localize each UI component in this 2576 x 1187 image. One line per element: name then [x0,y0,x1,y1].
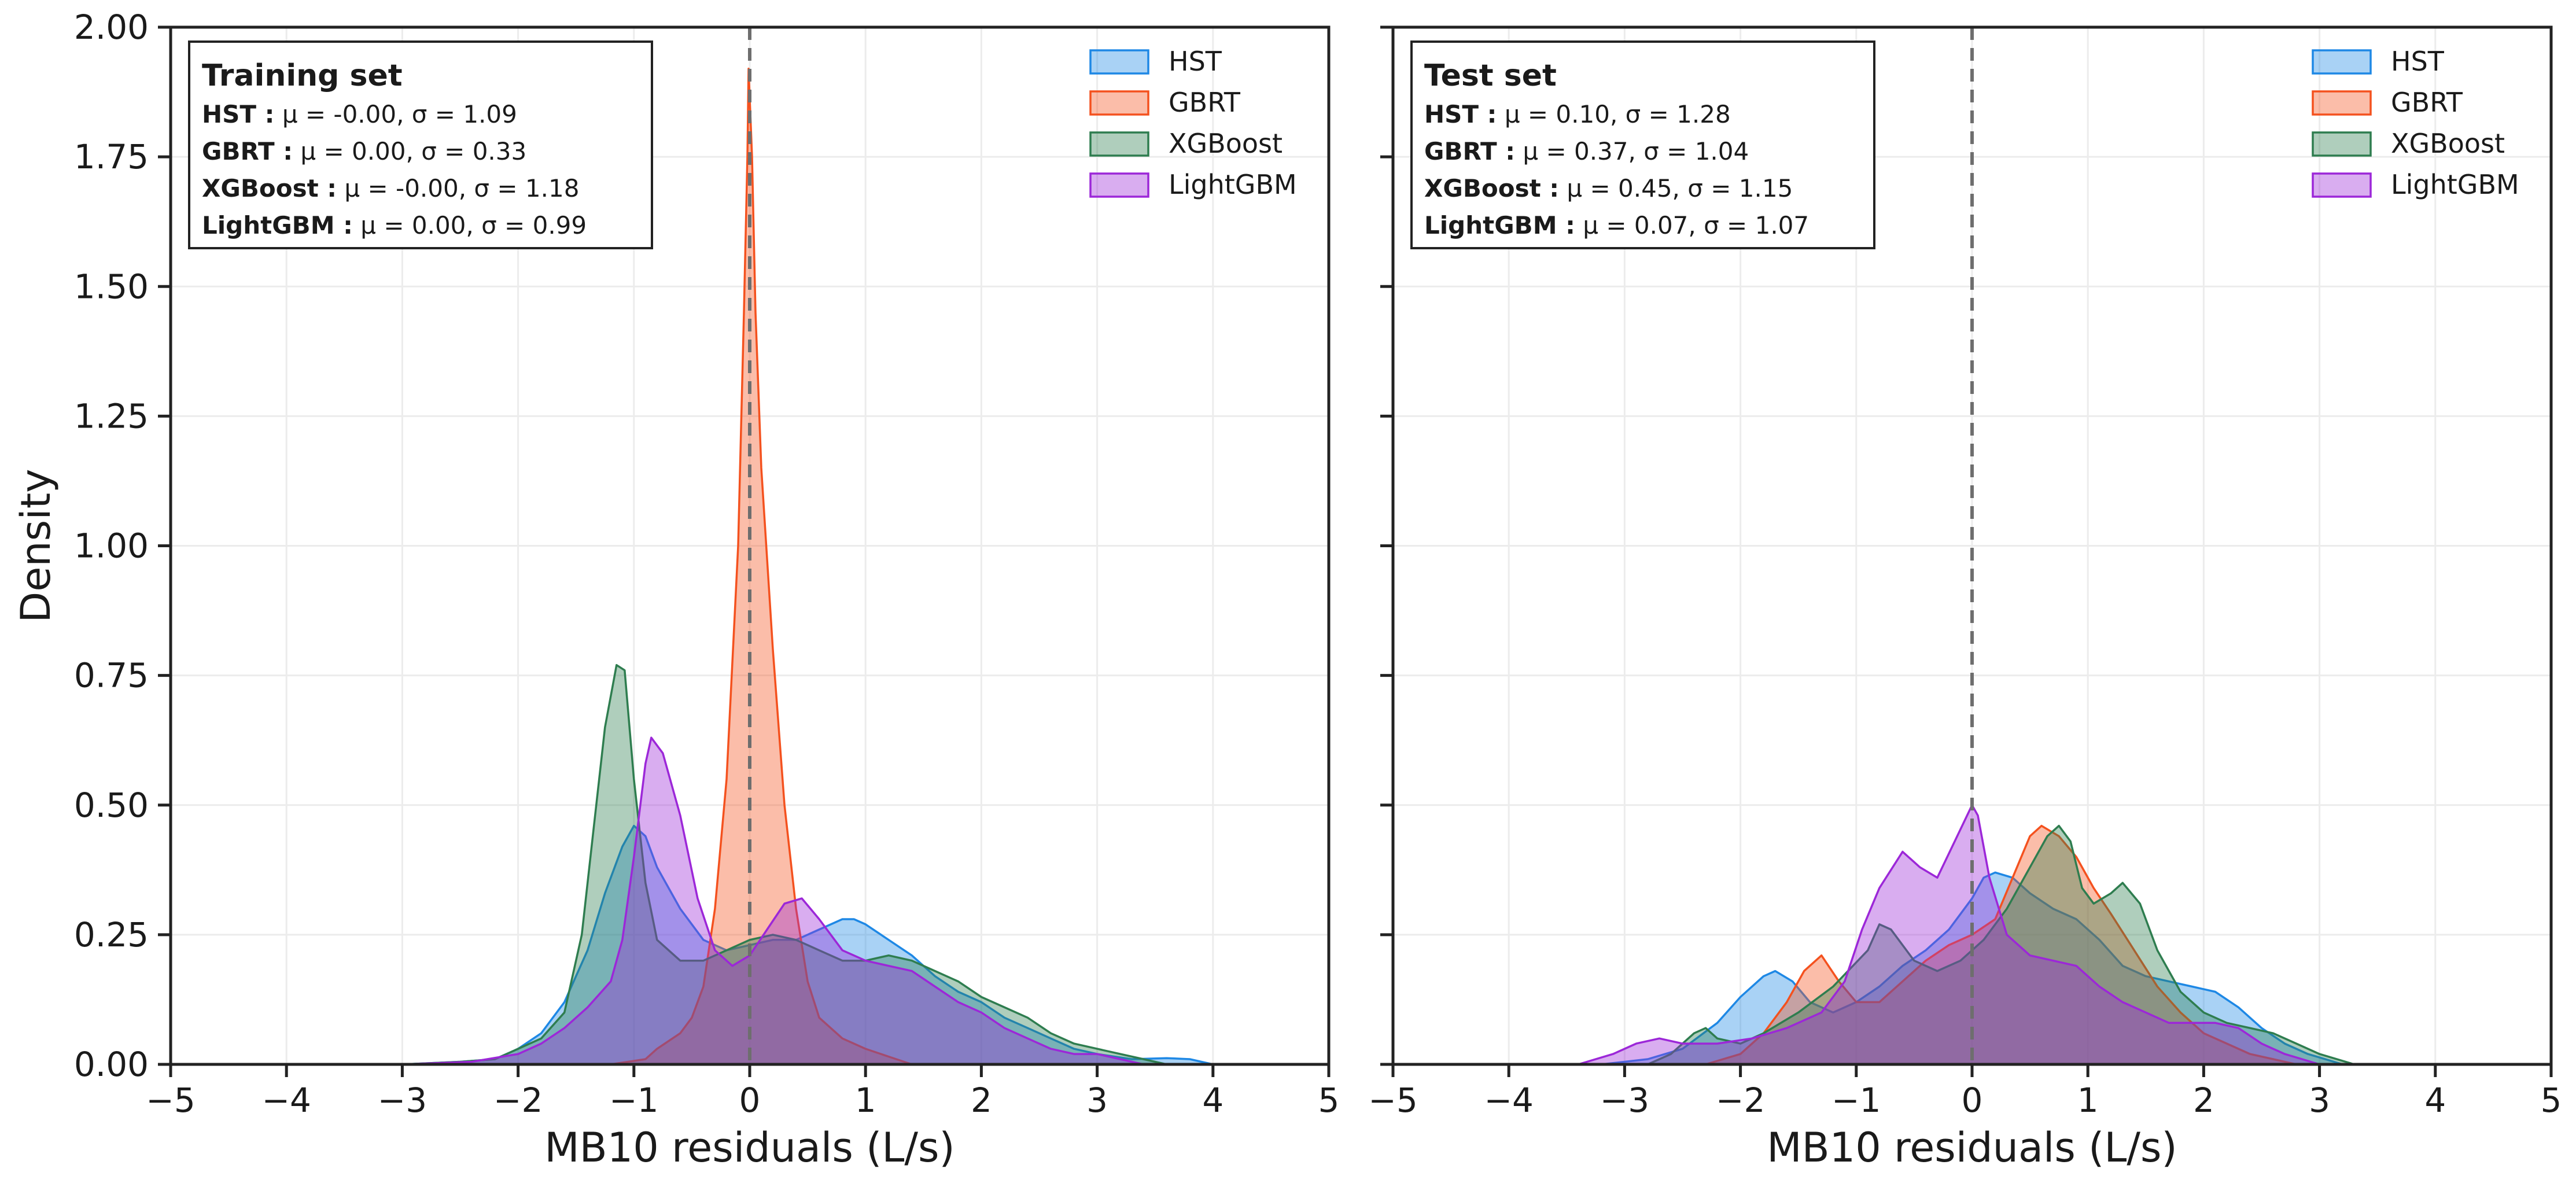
x-tick-label: 4 [2424,1081,2446,1120]
density-area-xgboost [401,663,1168,1066]
stats-row-model-name: HST : [202,100,274,128]
stats-box-title: Test set [1424,58,1557,93]
stats-box-title: Training set [202,58,403,93]
x-tick-label: 4 [1202,1081,1223,1120]
legend-swatch-lightgbm [2312,172,2372,198]
stats-row-values: μ = -0.00, σ = 1.18 [337,174,579,202]
y-tick-label: 1.50 [74,267,149,306]
x-tick-label: 3 [1086,1081,1108,1120]
density-area-gbrt [1704,824,2298,1066]
x-tick-label: −3 [378,1081,428,1120]
stats-row-model-name: GBRT : [1424,137,1515,165]
y-tick-label: 2.00 [74,8,149,47]
legend-swatch-gbrt [1089,90,1149,116]
x-tick-label: −1 [609,1081,659,1120]
stats-row-xgboost: XGBoost : μ = 0.45, σ = 1.15 [1424,174,1793,202]
x-tick-label: 0 [739,1081,761,1120]
legend-label-hst: HST [1169,46,1222,77]
x-tick-label: −5 [1368,1081,1418,1120]
stats-row-values: μ = 0.45, σ = 1.15 [1559,174,1793,202]
legend-swatch-lightgbm [1089,172,1149,198]
legend-swatch-xgboost [1089,131,1149,157]
density-area-lightgbm [1577,804,2321,1066]
x-tick-label: −2 [1716,1081,1766,1120]
y-axis-label: Density [12,469,60,622]
density-area-lightgbm [401,736,1145,1066]
y-tick-label: 0.25 [74,915,149,954]
stats-box [1410,40,1875,249]
y-tick-label: 1.00 [74,526,149,566]
stats-row-hst: HST : μ = -0.00, σ = 1.09 [202,100,517,128]
x-tick-label: 3 [2309,1081,2330,1120]
stats-row-hst: HST : μ = 0.10, σ = 1.28 [1424,100,1731,128]
legend-swatch-xgboost [2312,131,2372,157]
stats-row-gbrt: GBRT : μ = 0.00, σ = 0.33 [202,137,526,165]
x-tick-label: 1 [2077,1081,2099,1120]
stats-row-lightgbm: LightGBM : μ = 0.07, σ = 1.07 [1424,211,1809,239]
x-tick-label: 0 [1962,1081,1983,1120]
legend-label-gbrt: GBRT [2391,87,2463,118]
density-area-xgboost [1646,824,2356,1066]
stats-row-model-name: XGBoost : [202,174,337,202]
x-tick-label: −3 [1600,1081,1650,1120]
stats-row-values: μ = 0.37, σ = 1.04 [1515,137,1749,165]
legend-swatch-hst [2312,49,2372,75]
right-panel: −5 −4 −3 −2 −1 0 1 2 3 4 5 MB10 residuals (L/s) Test… [1368,25,2562,1171]
x-tick-label: 2 [971,1081,992,1120]
stats-row-model-name: LightGBM : [202,211,353,239]
stats-row-model-name: XGBoost : [1424,174,1559,202]
x-tick-label: −4 [1484,1081,1534,1120]
x-tick-label: 1 [855,1081,876,1120]
x-axis-label: MB10 residuals (L/s) [1767,1124,2177,1171]
x-tick-label: −2 [493,1081,543,1120]
stats-row-values: μ = 0.07, σ = 1.07 [1575,211,1809,239]
legend-label-gbrt: GBRT [1169,87,1241,118]
legend-swatch-hst [1089,49,1149,75]
stats-row-model-name: LightGBM : [1424,211,1575,239]
stats-row-model-name: HST : [1424,100,1497,128]
x-tick-label: −1 [1831,1081,1881,1120]
legend-label-xgboost: XGBoost [2391,128,2505,159]
stats-row-gbrt: GBRT : μ = 0.37, σ = 1.04 [1424,137,1749,165]
stats-row-values: μ = 0.10, σ = 1.28 [1497,100,1730,128]
legend-label-lightgbm: LightGBM [2391,169,2519,200]
y-tick-label: 0.75 [74,656,149,695]
stats-row-values: μ = -0.00, σ = 1.09 [274,100,517,128]
density-area-gbrt [610,67,913,1066]
x-tick-label: −5 [146,1081,196,1120]
x-tick-label: 2 [2193,1081,2214,1120]
legend-swatch-gbrt [2312,90,2372,116]
x-tick-label: 5 [2541,1081,2562,1120]
left-panel: −5 −4 −3 −2 −1 0 1 2 3 4 5 0.00 0.25 0.50 0.75 1.00 1.25… [12,8,1339,1171]
legend-label-lightgbm: LightGBM [1169,169,1297,200]
stats-row-xgboost: XGBoost : μ = -0.00, σ = 1.18 [202,174,579,202]
stats-row-values: μ = 0.00, σ = 0.33 [293,137,526,165]
x-tick-label: −4 [261,1081,311,1120]
x-tick-label: 5 [1318,1081,1340,1120]
y-tick-label: 1.75 [74,137,149,176]
stats-row-lightgbm: LightGBM : μ = 0.00, σ = 0.99 [202,211,587,239]
stats-box [188,40,653,249]
x-axis-label: MB10 residuals (L/s) [544,1124,955,1171]
y-tick-label: 0.50 [74,786,149,825]
y-tick-label: 0.00 [74,1045,149,1084]
stats-row-model-name: GBRT : [202,137,293,165]
legend-label-xgboost: XGBoost [1169,128,1283,159]
y-tick-label: 1.25 [74,396,149,436]
legend-label-hst: HST [2391,46,2445,77]
stats-row-values: μ = 0.00, σ = 0.99 [353,211,587,239]
